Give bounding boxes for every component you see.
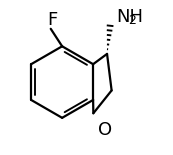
- Text: O: O: [98, 121, 112, 139]
- Text: F: F: [47, 11, 57, 29]
- Text: 2: 2: [128, 14, 136, 27]
- Text: NH: NH: [116, 8, 143, 26]
